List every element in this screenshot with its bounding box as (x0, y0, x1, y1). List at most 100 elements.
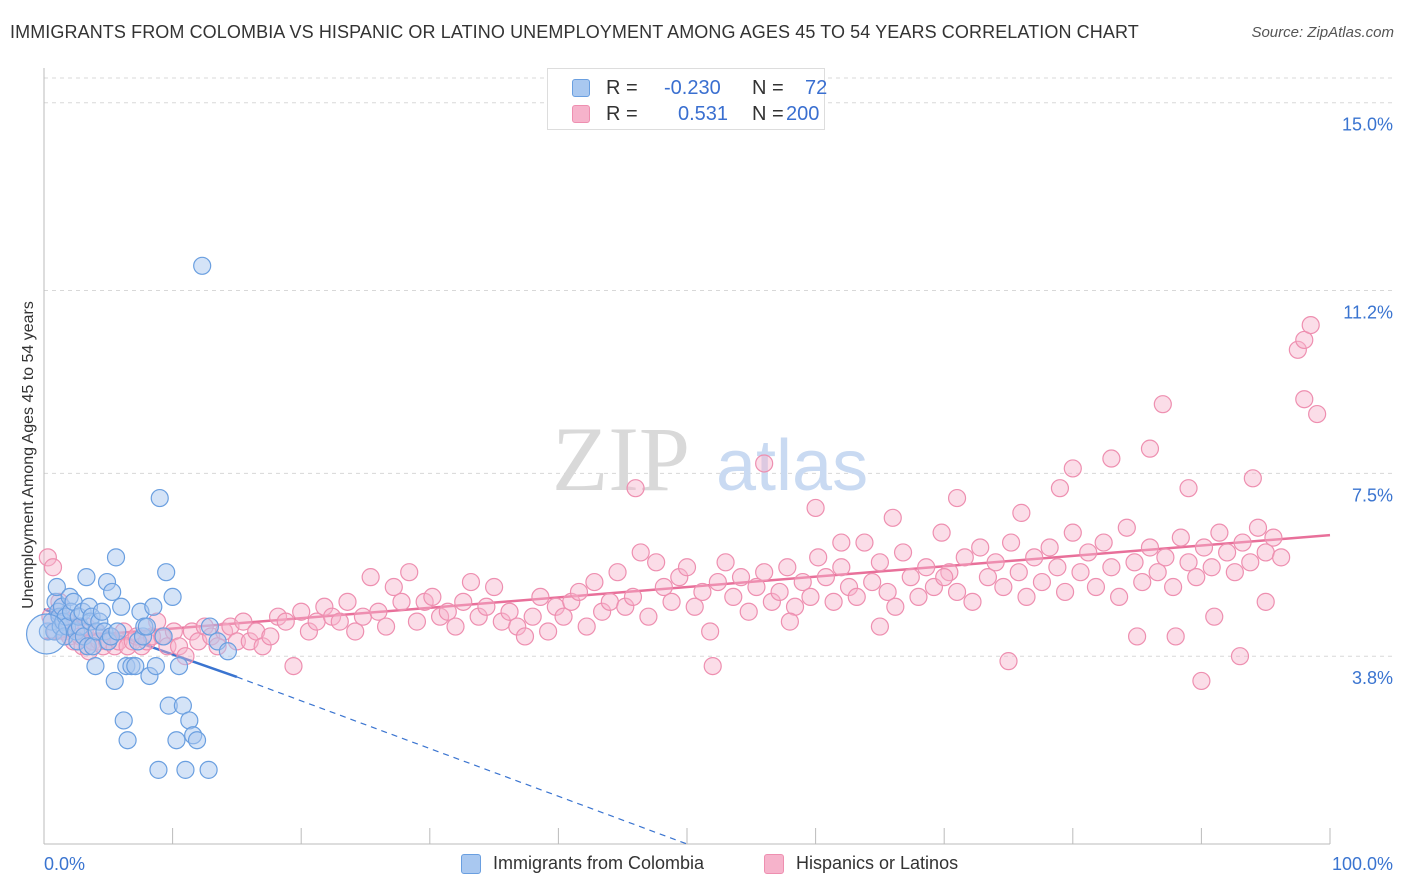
point-hispanic (762, 592, 781, 611)
point-hispanic (809, 548, 828, 567)
watermark-zip: ZIP (552, 408, 690, 510)
point-hispanic (839, 577, 859, 597)
point-hispanic (971, 538, 990, 557)
point-hispanic (1202, 558, 1221, 577)
legend-swatch-blue (572, 79, 590, 97)
point-hispanic (801, 587, 820, 607)
point-hispanic (400, 563, 419, 582)
point-hispanic (778, 558, 797, 577)
legend-n-label: N = (752, 77, 784, 99)
point-hispanic (407, 612, 427, 631)
point-hispanic (1140, 538, 1160, 557)
point-colombia (169, 656, 189, 676)
point-hispanic (1153, 395, 1172, 414)
point-hispanic (508, 617, 527, 636)
point-hispanic (626, 479, 645, 498)
point-colombia (199, 760, 218, 779)
point-hispanic (500, 602, 519, 621)
point-colombia (86, 656, 105, 676)
legend-r-label: R = (606, 103, 638, 125)
point-hispanic (878, 582, 897, 602)
point-hispanic (1127, 627, 1147, 646)
point-hispanic (1109, 587, 1129, 607)
point-hispanic (330, 612, 349, 631)
point-hispanic (562, 592, 581, 611)
point-hispanic (234, 612, 253, 631)
point-colombia (144, 597, 163, 616)
point-hispanic (1040, 538, 1059, 557)
point-hispanic (999, 652, 1018, 671)
point-hispanic (600, 592, 619, 611)
trendline-hispanic (43, 533, 1331, 641)
legend-label-hispanic: Hispanics or Latinos (796, 853, 959, 873)
point-hispanic (662, 592, 681, 611)
point-colombia (47, 577, 66, 597)
point-hispanic (515, 627, 535, 646)
point-hispanic (677, 558, 697, 577)
point-hispanic (531, 587, 550, 607)
legend-swatch-pink (572, 105, 590, 123)
point-hispanic (1125, 553, 1144, 572)
point-colombia (218, 642, 237, 661)
point-hispanic (169, 637, 189, 656)
point-hispanic (886, 597, 905, 616)
point-hispanic (1001, 533, 1021, 552)
point-hispanic (1048, 558, 1067, 577)
point-hispanic (1218, 543, 1237, 562)
point-hispanic (1225, 563, 1244, 582)
point-hispanic (901, 568, 920, 587)
point-hispanic (847, 587, 866, 607)
point-colombia (103, 582, 122, 602)
point-hispanic (917, 558, 936, 577)
point-colombia (150, 488, 169, 508)
point-hispanic (1102, 558, 1121, 577)
point-hispanic (253, 637, 272, 656)
point-hispanic (793, 572, 812, 592)
point-colombia (92, 602, 111, 621)
point-hispanic (739, 602, 758, 621)
point-hispanic (816, 568, 835, 587)
point-hispanic (38, 548, 57, 567)
point-hispanic (616, 597, 635, 616)
correlation-legend: R = -0.230 N = 72 R = 0.531 N = 200 (547, 68, 827, 130)
point-hispanic (1156, 548, 1175, 567)
point-hispanic (353, 607, 373, 626)
point-hispanic (438, 602, 457, 621)
legend-swatch-pink (764, 854, 784, 874)
point-hispanic (1148, 563, 1167, 582)
point-hispanic (693, 582, 712, 602)
point-hispanic (623, 587, 643, 607)
point-hispanic (1192, 671, 1211, 691)
y-tick-label: 11.2% (1343, 303, 1393, 323)
point-hispanic (1055, 582, 1075, 602)
chart-title: IMMIGRANTS FROM COLOMBIA VS HISPANIC OR … (10, 22, 1139, 42)
point-hispanic (1187, 568, 1206, 587)
point-hispanic (338, 592, 357, 611)
point-hispanic (1166, 627, 1185, 646)
trendline-colombia-extension (236, 676, 688, 845)
point-hispanic (276, 612, 295, 631)
point-hispanic (1171, 528, 1190, 547)
point-hispanic (1032, 572, 1052, 592)
point-hispanic (703, 656, 722, 676)
point-colombia (157, 563, 176, 582)
point-hispanic (1233, 533, 1252, 552)
point-colombia (108, 622, 127, 641)
point-colombia (163, 587, 182, 607)
point-hispanic (708, 572, 727, 592)
point-hispanic (1086, 577, 1106, 597)
point-hispanic (392, 592, 411, 611)
x-tick-label-max: 100.0% (1332, 854, 1393, 874)
point-hispanic (1025, 548, 1044, 567)
point-hispanic (883, 508, 902, 527)
point-hispanic (1248, 518, 1268, 537)
point-hispanic (832, 533, 851, 552)
point-hispanic (384, 577, 403, 597)
x-tick-label-min: 0.0% (44, 854, 85, 874)
point-hispanic (670, 568, 689, 587)
point-hispanic (292, 602, 311, 621)
point-colombia (200, 617, 219, 636)
point-hispanic (994, 577, 1013, 597)
legend-r-value-hispanic: 0.531 (678, 103, 729, 125)
point-hispanic (870, 553, 890, 572)
